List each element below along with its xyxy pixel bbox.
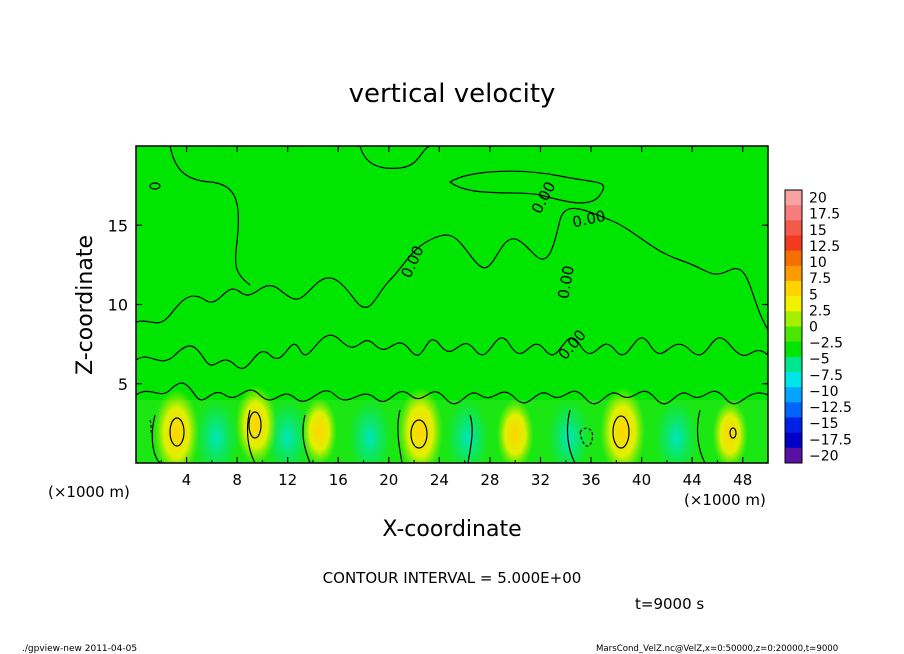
contour-lines (136, 146, 768, 463)
updraft-cell (235, 384, 277, 463)
y-tick-label: 15 (108, 216, 128, 235)
colorbar-label: −5 (809, 352, 830, 368)
colorbar: 2017.51512.5107.552.50−2.5−5−7.5−10−12.5… (784, 189, 852, 464)
colorbar-label: 20 (809, 191, 827, 207)
footer-right: MarsCond_VelZ.nc@VelZ,x=0:50000,z=0:2000… (596, 644, 838, 654)
colorbar-swatch (785, 220, 802, 236)
colorbar-label: 5 (809, 287, 818, 303)
x-tick-label: 32 (531, 471, 550, 489)
downdraft-cell (194, 397, 239, 463)
x-tick-label: 24 (430, 471, 449, 489)
colorbar-swatch (785, 265, 802, 282)
downdraft-cell (347, 397, 392, 463)
colorbar-swatch (785, 341, 802, 358)
time-label: t=9000 s (635, 595, 704, 613)
colorbar-swatch (785, 447, 802, 464)
x-tick-label: 28 (480, 471, 499, 489)
contour-interval: CONTOUR INTERVAL = 5.000E+00 (323, 569, 582, 587)
x-tick-label: 4 (182, 471, 192, 489)
y-tick-label: 5 (118, 375, 128, 394)
colorbar-swatch (785, 417, 802, 433)
chart-title: vertical velocity (349, 79, 556, 109)
colorbar-swatch (785, 281, 802, 297)
colorbar-label: 10 (809, 255, 827, 271)
colorbar-swatch (785, 387, 802, 403)
colorbar-label: −17.5 (809, 432, 852, 448)
colorbar-swatch (785, 432, 802, 449)
colorbar-label: −15 (809, 416, 839, 432)
updraft-cell (397, 386, 443, 463)
colorbar-label: −7.5 (809, 368, 843, 384)
x-tick-label: 12 (278, 471, 297, 489)
downdraft-cell (265, 397, 310, 463)
x-axis: 4 8 12 16 20 24 28 32 36 40 44 48 (160, 146, 752, 489)
colorbar-label: −2.5 (809, 336, 843, 352)
y-axis: 5 10 15 (108, 216, 768, 394)
x-tick-label: 8 (232, 471, 242, 489)
x-tick-label: 20 (379, 471, 398, 489)
colorbar-swatch (785, 311, 802, 327)
downdraft-cell (445, 397, 490, 463)
colorbar-swatch (785, 235, 802, 251)
downdraft-cell (654, 397, 699, 463)
y-axis-label: Z-coordinate (73, 235, 98, 375)
footer-left: ./gpview-new 2011-04-05 (22, 644, 137, 654)
colorbar-label: 12.5 (809, 239, 840, 255)
colorbar-label: 0 (809, 320, 818, 336)
colorbar-label: 2.5 (809, 303, 831, 319)
x-axis-label: X-coordinate (382, 517, 521, 542)
colorbar-swatch (785, 372, 802, 388)
downdraft-cells (194, 397, 699, 463)
colorbar-swatch (785, 402, 802, 418)
updraft-cell (153, 388, 199, 463)
colorbar-frame (784, 189, 803, 464)
updraft-cell (496, 398, 534, 463)
colorbar-swatch (785, 205, 802, 221)
contour-label: 0.00 (554, 264, 578, 300)
x-tick-label: 16 (329, 471, 348, 489)
colorbar-swatch (785, 250, 802, 267)
x-tick-label: 40 (632, 471, 651, 489)
colorbar-swatch (785, 356, 802, 373)
x-unit-right: (×1000 m) (684, 491, 766, 509)
colorbar-swatch (785, 190, 802, 206)
x-unit-left: (×1000 m) (48, 483, 130, 501)
colorbar-label: −10 (809, 384, 839, 400)
colorbar-swatch (785, 296, 802, 312)
colorbar-swatch (785, 326, 802, 342)
colorbar-label: 15 (809, 223, 827, 239)
updraft-cell (600, 386, 646, 463)
x-tick-label: 36 (581, 471, 600, 489)
y-tick-label: 10 (108, 296, 128, 315)
plot-area: 0.000.000.000.000.00 (136, 146, 768, 463)
colorbar-label: 17.5 (809, 207, 840, 223)
updraft-cell (301, 397, 337, 463)
x-tick-label: 44 (683, 471, 702, 489)
colorbar-label: 7.5 (809, 271, 831, 287)
downdraft-cell (546, 397, 591, 463)
colorbar-label: −20 (809, 448, 839, 464)
x-tick-label: 48 (733, 471, 752, 489)
colorbar-label: −12.5 (809, 400, 852, 416)
